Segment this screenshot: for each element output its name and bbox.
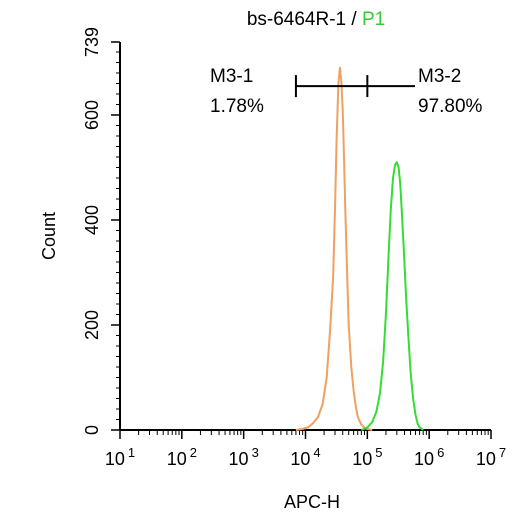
- x-axis-label: APC-H: [284, 492, 340, 512]
- chart-title: bs-6464R-1 / P1: [247, 9, 385, 30]
- x-tick-base: 10: [229, 449, 249, 469]
- control-histogram-line: [295, 66, 373, 431]
- x-tick-exponent: 5: [375, 445, 382, 460]
- sample-histogram-line: [360, 161, 424, 431]
- y-tick-label: 400: [82, 205, 102, 235]
- y-tick-label: 600: [82, 100, 102, 130]
- x-tick-label: 10 4: [290, 445, 320, 469]
- x-tick-exponent: 4: [313, 445, 320, 460]
- gate-m3-1-percent: 1.78%: [210, 96, 264, 117]
- x-tick-base: 10: [105, 449, 125, 469]
- title-separator: /: [346, 9, 362, 30]
- gate-m3-2-name: M3-2: [418, 66, 461, 87]
- x-tick-exponent: 3: [252, 445, 259, 460]
- x-tick-label: 10 3: [229, 445, 259, 469]
- y-tick-label: 200: [82, 310, 102, 340]
- x-tick-label: 10 5: [352, 445, 382, 469]
- x-tick-exponent: 6: [437, 445, 444, 460]
- x-tick-exponent: 2: [190, 445, 197, 460]
- x-tick-label: 10 2: [167, 445, 197, 469]
- gate-m3-2-percent: 97.80%: [418, 96, 483, 117]
- x-ticks: 10 1 10 2 10 3 10 4 10 5 10 6 10 7: [105, 430, 506, 469]
- x-tick-base: 10: [414, 449, 434, 469]
- x-tick-exponent: 7: [499, 445, 506, 460]
- gate-m3-1-name: M3-1: [210, 66, 253, 87]
- x-tick-base: 10: [167, 449, 187, 469]
- x-tick-exponent: 1: [128, 445, 135, 460]
- y-tick-label: 739: [82, 27, 102, 57]
- x-tick-base: 10: [352, 449, 372, 469]
- y-axis-label: Count: [39, 212, 59, 260]
- x-tick-label: 10 6: [414, 445, 444, 469]
- x-tick-base: 10: [476, 449, 496, 469]
- x-tick-base: 10: [290, 449, 310, 469]
- title-gate: P1: [362, 9, 385, 30]
- series-layer: [295, 66, 424, 431]
- x-tick-label: 10 7: [476, 445, 506, 469]
- gates-layer: M3-1 1.78% M3-2 97.80%: [210, 66, 483, 117]
- x-tick-label: 10 1: [105, 445, 135, 469]
- y-ticks: 0 200 400 600 739: [82, 27, 120, 435]
- y-tick-label: 0: [82, 425, 102, 435]
- title-sample: bs-6464R-1: [247, 9, 346, 30]
